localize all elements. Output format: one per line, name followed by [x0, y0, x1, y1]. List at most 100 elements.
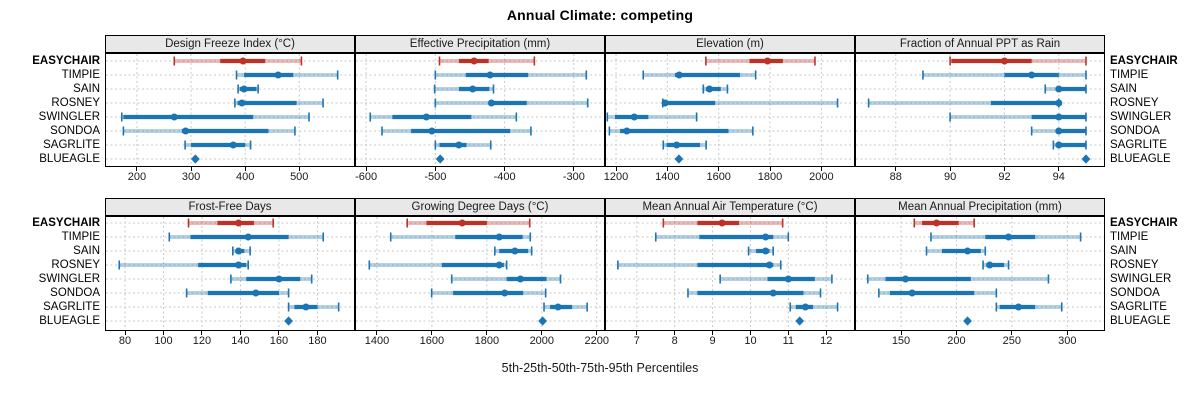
median-dot [469, 85, 477, 93]
station-label-left-sain: SAIN [73, 244, 100, 257]
median-dot [487, 99, 495, 107]
percentile-bar-timpie [168, 232, 325, 242]
percentile-bar-sain [433, 84, 495, 94]
station-label-right-sain: SAIN [1110, 244, 1137, 257]
axis-tick [504, 167, 506, 171]
percentile-bar-sondoa [185, 288, 290, 298]
percentile-bar-sain [1044, 84, 1087, 94]
panel-border [605, 53, 855, 167]
panel-header: Mean Annual Precipitation (mm) [855, 198, 1105, 216]
axis-tick-label: 1800 [757, 171, 783, 183]
station-label-right-sain: SAIN [1110, 82, 1137, 95]
axis-tick-label: 300 [181, 171, 201, 183]
axis-tick [278, 331, 280, 335]
median-dot [1000, 57, 1008, 65]
axis-tick [239, 331, 241, 335]
percentile-bar-timpie [930, 232, 1082, 242]
single-value-diamond [538, 316, 548, 326]
station-label-right-swingler: SWINGLER [1110, 110, 1172, 123]
axis-tick [787, 331, 789, 335]
panel-header: Growing Degree Days (°C) [355, 198, 605, 216]
axis-tick [298, 167, 300, 171]
axis-tick-label: 300 [1058, 335, 1077, 347]
single-value-diamond [1081, 154, 1091, 164]
axis-tick-label: 200 [947, 335, 966, 347]
percentile-bar-sain [925, 246, 987, 256]
median-dot [458, 219, 466, 227]
station-label-right-sondoa: SONDOA [1110, 286, 1160, 299]
axis-tick [820, 167, 822, 171]
median-dot [495, 261, 503, 269]
median-dot [1055, 141, 1063, 149]
panel-border [105, 216, 355, 331]
station-label-left-swingler: SWINGLER [38, 110, 100, 123]
axis-tick [749, 331, 751, 335]
panel-plot [855, 216, 1105, 331]
percentile-bar-swingler [120, 112, 310, 122]
axis-tick-label: -400 [493, 171, 516, 183]
median-dot [422, 113, 430, 121]
axis-tick [201, 331, 203, 335]
axis-tick-label: 2000 [529, 335, 555, 347]
axis-tick-label: 150 [891, 335, 911, 347]
percentile-bar-timpie [235, 70, 339, 80]
station-label-left-easychair: EASYCHAIR [32, 54, 100, 67]
percentile-bar-blueagle [1081, 154, 1091, 164]
percentile-bar-sagrlite [789, 302, 839, 312]
panel-canvas [855, 53, 1105, 167]
axis-tick [124, 331, 126, 335]
panel-canvas [605, 53, 855, 167]
station-label-left-blueagle: BLUEAGLE [39, 314, 100, 327]
axis-tick [955, 331, 957, 335]
panel-plot [355, 53, 605, 167]
percentile-bar-swingler [866, 274, 1050, 284]
percentile-bar-sondoa [878, 288, 998, 298]
axis-tick-label: 1200 [603, 171, 629, 183]
median-dot [235, 219, 243, 227]
axis-tick-label: 2000 [809, 171, 834, 183]
panel-header: Mean Annual Air Temperature (°C) [605, 198, 855, 216]
median-dot [964, 247, 972, 255]
percentile-bar-sondoa [381, 126, 532, 136]
axis-tick [163, 331, 164, 335]
percentile-bar-easychair [173, 56, 303, 66]
axis-tick-label: 9 [709, 335, 716, 347]
axis-tick-label: -600 [355, 171, 378, 183]
median-dot [673, 141, 681, 149]
station-label-right-rosney: ROSNEY [1110, 96, 1159, 109]
percentile-bar-easychair [406, 218, 531, 228]
percentile-bar-rosney [617, 260, 782, 270]
axis-tick [541, 331, 543, 335]
percentile-bar-easychair [949, 56, 1087, 66]
axis-tick-label: 94 [1052, 171, 1065, 183]
figure-title: Annual Climate: competing [506, 7, 694, 23]
axis-tick-label: 200 [127, 171, 147, 183]
panel-border [355, 53, 605, 167]
median-dot [235, 247, 243, 255]
percentile-bar-blueagle [538, 316, 548, 326]
percentile-bar-sain [494, 246, 533, 256]
median-dot [495, 233, 503, 241]
median-dot [705, 85, 713, 93]
station-label-right-sondoa: SONDOA [1110, 124, 1160, 137]
percentile-bar-blueagle [795, 316, 805, 326]
median-dot [235, 261, 243, 269]
percentile-bar-swingler [719, 274, 833, 284]
axis-tick [136, 167, 138, 171]
station-label-left-timpie: TIMPIE [61, 230, 100, 243]
median-dot [901, 275, 909, 283]
single-value-diamond [435, 154, 445, 164]
axis-tick-label: 88 [889, 171, 902, 183]
percentile-bar-sondoa [122, 126, 296, 136]
median-dot [630, 113, 638, 121]
axis-tick [365, 167, 367, 171]
axis-tick [244, 167, 246, 171]
percentile-bar-rosney [234, 98, 324, 108]
percentile-bar-timpie [389, 232, 532, 242]
median-dot [1055, 85, 1063, 93]
percentile-bar-sagrlite [184, 140, 252, 150]
axis-tick-label: 400 [235, 171, 255, 183]
panel-plot [105, 53, 355, 167]
median-dot [986, 261, 994, 269]
